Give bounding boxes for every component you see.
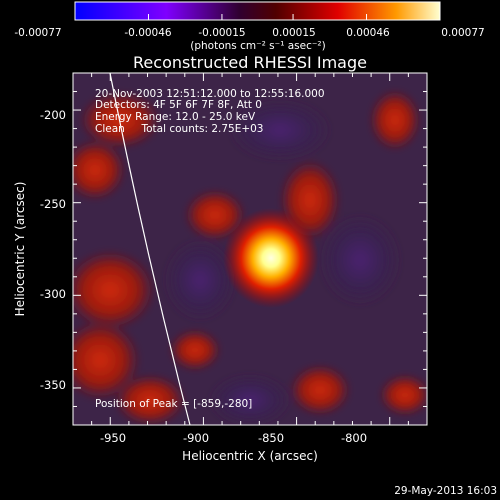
colorbar-ticks [74,14,441,20]
annotation-time-range: 20-Nov-2003 12:51:12.000 to 12:55:16.000 [95,88,325,100]
solar-limb [109,73,191,425]
y-tick-label: -350 [40,378,66,392]
colorbar-tick-label: 0.00077 [441,27,484,39]
annotation-energy: Energy Range: 12.0 - 25.0 keV [95,111,256,123]
annotation-detectors: Detectors: 4F 5F 6F 7F 8F, Att 0 [95,99,262,111]
y-tick-label: -250 [40,197,66,211]
plot-frame [72,72,428,426]
colorbar-units: (photons cm⁻² s⁻¹ asec⁻²) [190,40,325,52]
render-timestamp: 29-May-2013 16:03 [394,485,497,497]
colorbar-tick-label: -0.00077 [14,27,61,39]
colorbar-tick-label: -0.00015 [198,27,245,39]
x-tick-label: -850 [258,431,284,445]
y-axis-label: Heliocentric Y (arcsec) [13,182,27,317]
colorbar-tick-label: -0.00046 [124,27,172,39]
flare-source [223,208,319,308]
y-tick-label: -300 [40,287,66,301]
peak-position-label: Position of Peak = [-859,-280] [95,398,252,410]
colorbar-tick-label: 0.00015 [272,27,315,39]
x-axis-label: Heliocentric X (arcsec) [182,449,318,463]
x-tick-label: -950 [100,431,126,445]
colorbar-gradient [74,1,441,21]
colorbar-tick-label: 0.00046 [346,27,390,39]
axis-ticks [73,73,428,425]
y-tick-label: -200 [40,108,66,122]
x-tick-label: -900 [183,431,209,445]
x-tick-label: -800 [341,431,367,445]
colorbar: -0.00077 -0.00046 -0.00015 0.00015 0.000… [14,1,485,52]
image-title: Reconstructed RHESSI Image [133,53,367,72]
rhessi-image [73,73,427,425]
annotation-counts: Clean Total counts: 2.75E+03 [95,123,264,135]
